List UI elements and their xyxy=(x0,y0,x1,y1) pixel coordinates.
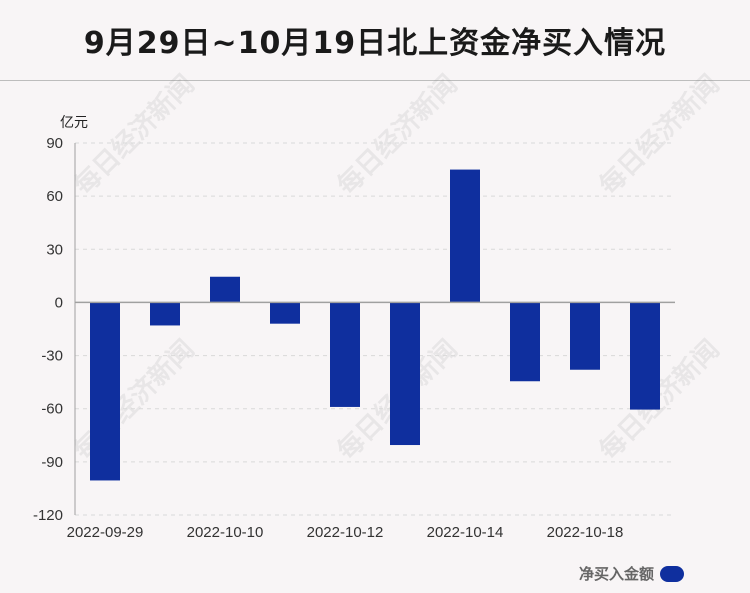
bar xyxy=(450,169,480,303)
legend-swatch xyxy=(660,565,684,582)
bar xyxy=(630,302,660,410)
x-tick-label: 2022-10-18 xyxy=(547,524,624,541)
bar xyxy=(390,302,420,446)
bar xyxy=(150,302,180,326)
y-tick-label: 60 xyxy=(46,188,63,205)
y-tick-label: -60 xyxy=(41,401,63,418)
x-tick-label: 2022-10-14 xyxy=(427,524,504,541)
y-axis-unit: 亿元 xyxy=(60,115,88,131)
legend-label: 净买入金额 xyxy=(578,565,654,583)
y-tick-label: -120 xyxy=(33,507,63,524)
x-tick-label: 2022-10-10 xyxy=(187,524,264,541)
x-tick-label: 2022-10-12 xyxy=(307,524,384,541)
bar xyxy=(90,302,120,481)
bar xyxy=(510,302,540,382)
y-tick-label: 0 xyxy=(55,294,63,311)
y-tick-label: -90 xyxy=(41,454,63,471)
bar xyxy=(210,276,240,303)
chart-title: 9月29日~10月19日北上资金净买入情况 xyxy=(83,26,667,61)
legend: 净买入金额 xyxy=(579,563,684,584)
y-tick-label: 90 xyxy=(46,135,63,152)
x-tick-label: 2022-09-29 xyxy=(67,524,144,541)
y-tick-label: 30 xyxy=(46,241,63,258)
bar xyxy=(270,302,300,324)
bar xyxy=(330,302,360,407)
bar xyxy=(570,302,600,370)
y-tick-label: -30 xyxy=(41,348,63,365)
title-divider xyxy=(0,80,750,81)
